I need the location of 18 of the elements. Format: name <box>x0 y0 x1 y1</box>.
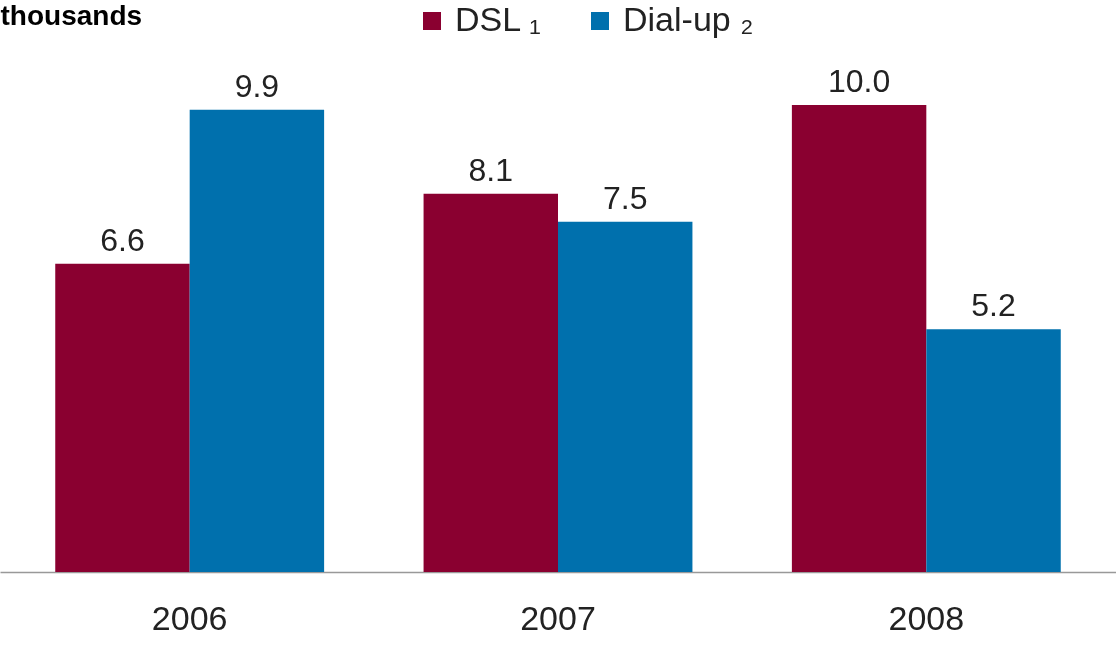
data-label: 7.5 <box>602 179 648 216</box>
bar <box>423 193 558 572</box>
bar <box>189 109 325 572</box>
bar <box>558 221 693 572</box>
data-label: 10.0 <box>827 63 891 99</box>
legend-label: Dial-up ₂ <box>623 0 754 38</box>
data-label: 5.2 <box>971 287 1016 324</box>
x-tick-label: 2006 <box>151 598 228 637</box>
y-axis-title: thousands <box>0 0 143 31</box>
legend-label: DSL ₁ <box>455 0 541 38</box>
data-label: 8.1 <box>468 151 514 188</box>
bar <box>926 329 1061 572</box>
bar <box>791 105 927 572</box>
data-label: 9.9 <box>234 67 280 104</box>
bar <box>55 263 190 572</box>
data-label: 6.6 <box>100 221 145 258</box>
x-tick-label: 2007 <box>520 598 596 637</box>
x-tick-label: 2008 <box>888 598 965 637</box>
